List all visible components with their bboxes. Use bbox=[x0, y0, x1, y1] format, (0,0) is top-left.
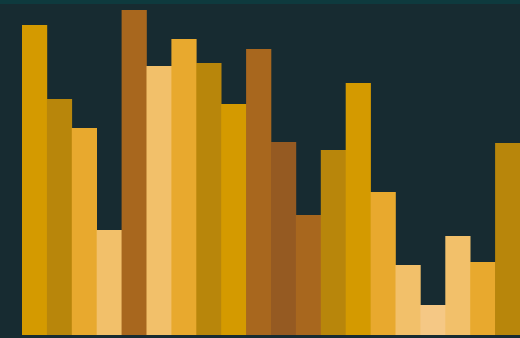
bar bbox=[395, 265, 421, 335]
bar bbox=[420, 305, 446, 335]
bar bbox=[71, 128, 97, 335]
bar bbox=[370, 192, 396, 335]
bar bbox=[121, 10, 147, 335]
bar bbox=[470, 262, 496, 335]
bar bbox=[345, 83, 371, 335]
bar bbox=[196, 63, 222, 335]
bar bbox=[221, 104, 247, 335]
bar bbox=[495, 143, 520, 335]
bar bbox=[295, 215, 322, 335]
bar bbox=[46, 99, 73, 335]
bar bbox=[146, 66, 172, 335]
bar bbox=[246, 49, 272, 335]
bar bbox=[96, 230, 122, 335]
top-border bbox=[0, 0, 520, 4]
bar bbox=[171, 39, 197, 335]
bar bbox=[22, 25, 48, 335]
bar bbox=[320, 150, 346, 335]
bar bbox=[445, 236, 471, 335]
bar bbox=[271, 142, 297, 335]
